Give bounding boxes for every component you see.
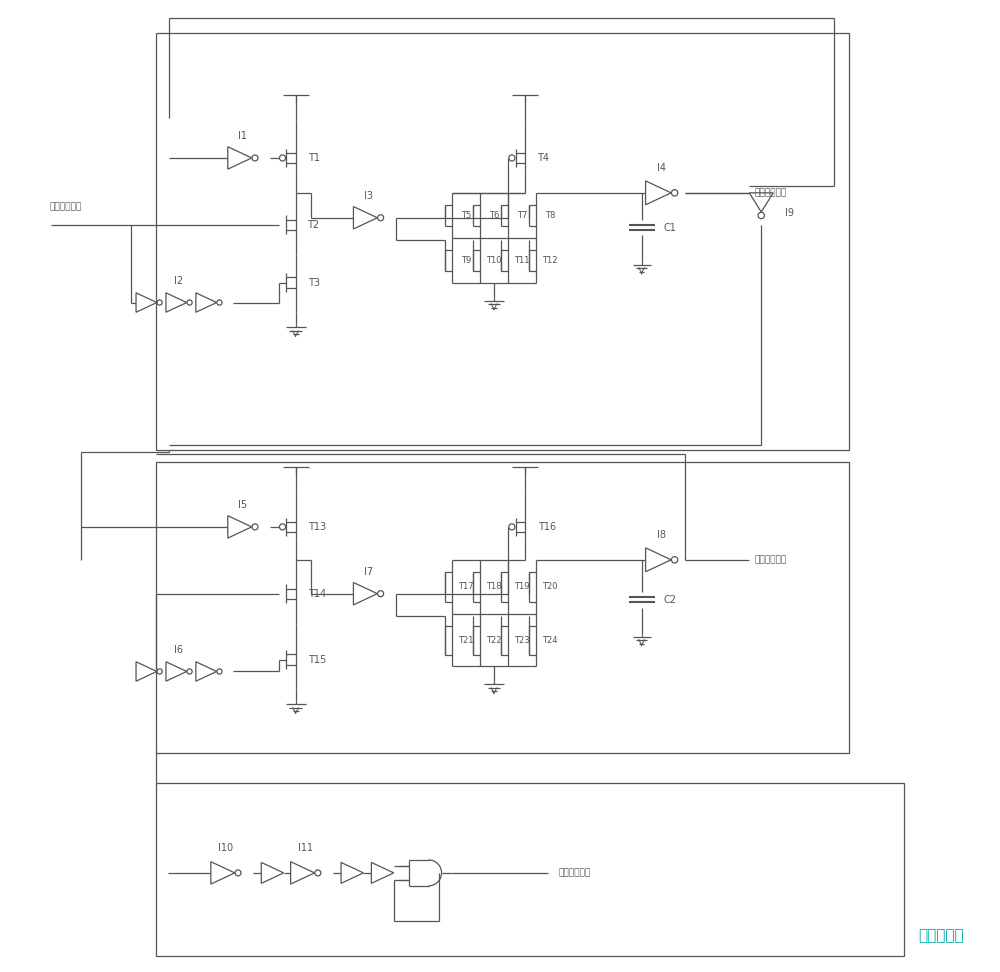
Text: C2: C2 — [663, 595, 676, 605]
Text: I10: I10 — [218, 843, 233, 853]
Text: T24: T24 — [542, 636, 558, 644]
Polygon shape — [646, 181, 671, 205]
Circle shape — [279, 524, 286, 530]
Polygon shape — [371, 862, 394, 884]
Text: T8: T8 — [545, 211, 555, 220]
Circle shape — [235, 870, 241, 876]
Circle shape — [378, 215, 384, 221]
Text: T3: T3 — [308, 278, 320, 288]
Text: T18: T18 — [486, 582, 502, 591]
Circle shape — [509, 155, 515, 161]
Polygon shape — [646, 548, 671, 572]
Circle shape — [217, 300, 222, 305]
Polygon shape — [166, 662, 187, 681]
Polygon shape — [211, 861, 235, 885]
Text: I8: I8 — [657, 530, 666, 539]
Circle shape — [252, 155, 258, 161]
Polygon shape — [353, 207, 377, 229]
Text: T20: T20 — [542, 582, 558, 591]
Text: 第一时钟信号: 第一时钟信号 — [754, 189, 787, 197]
Polygon shape — [136, 293, 157, 312]
Text: T2: T2 — [307, 220, 320, 229]
Circle shape — [187, 300, 192, 305]
Circle shape — [157, 300, 162, 305]
Polygon shape — [291, 861, 315, 885]
Circle shape — [671, 557, 678, 563]
Text: I7: I7 — [364, 567, 373, 576]
Text: 自动秒链接: 自动秒链接 — [918, 928, 964, 943]
Text: T12: T12 — [542, 256, 558, 264]
Circle shape — [315, 870, 321, 876]
Circle shape — [758, 212, 764, 219]
Text: T6: T6 — [489, 211, 499, 220]
Polygon shape — [136, 662, 157, 681]
Bar — [156, 33, 849, 450]
Text: T13: T13 — [308, 522, 327, 532]
Polygon shape — [166, 293, 187, 312]
Text: T22: T22 — [486, 636, 502, 644]
Text: T4: T4 — [537, 153, 549, 163]
Polygon shape — [749, 192, 773, 212]
Text: I1: I1 — [238, 131, 247, 141]
Text: T16: T16 — [538, 522, 556, 532]
Circle shape — [252, 524, 258, 530]
Text: T5: T5 — [461, 211, 471, 220]
Circle shape — [157, 669, 162, 674]
Bar — [156, 462, 849, 753]
Circle shape — [671, 190, 678, 196]
Text: T17: T17 — [458, 582, 474, 591]
Text: T19: T19 — [514, 582, 530, 591]
Polygon shape — [228, 516, 252, 538]
Text: T9: T9 — [461, 256, 471, 264]
Circle shape — [217, 669, 222, 674]
Text: 第二时钟信号: 第二时钟信号 — [754, 555, 787, 565]
Text: I5: I5 — [238, 500, 247, 510]
Circle shape — [509, 524, 515, 530]
Text: T21: T21 — [458, 636, 474, 644]
Bar — [156, 783, 904, 955]
Circle shape — [187, 669, 192, 674]
Polygon shape — [341, 862, 363, 884]
Text: T15: T15 — [308, 654, 327, 665]
Text: I4: I4 — [657, 163, 666, 173]
Text: I11: I11 — [298, 843, 313, 853]
Text: 初始时钟信号: 初始时钟信号 — [49, 202, 82, 211]
Polygon shape — [261, 862, 284, 884]
Polygon shape — [196, 662, 217, 681]
Text: T23: T23 — [514, 636, 530, 644]
Polygon shape — [196, 293, 217, 312]
Text: 第三时钟信号: 第三时钟信号 — [558, 868, 590, 878]
Text: T14: T14 — [308, 589, 327, 599]
Polygon shape — [353, 582, 377, 605]
Text: T1: T1 — [308, 153, 320, 163]
Text: I6: I6 — [174, 644, 183, 654]
Text: I3: I3 — [364, 191, 373, 201]
Text: I2: I2 — [174, 276, 183, 286]
Text: T11: T11 — [514, 256, 530, 264]
Text: T7: T7 — [517, 211, 527, 220]
Text: C1: C1 — [663, 223, 676, 232]
Circle shape — [279, 155, 286, 161]
Text: I9: I9 — [785, 208, 794, 218]
Polygon shape — [228, 147, 252, 169]
Text: T10: T10 — [486, 256, 502, 264]
Circle shape — [378, 591, 384, 597]
